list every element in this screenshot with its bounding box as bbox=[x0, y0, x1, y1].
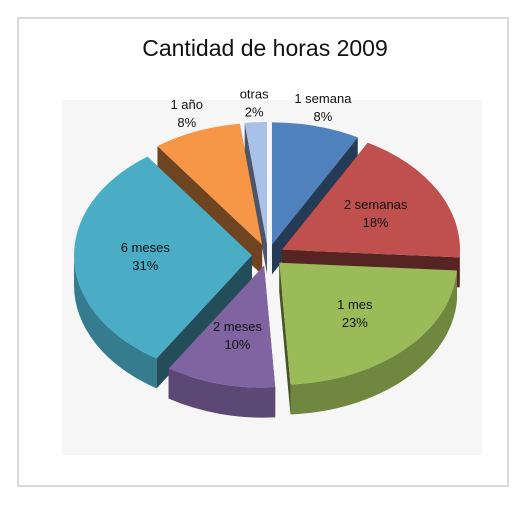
slice-value-label: 31% bbox=[132, 258, 158, 273]
chart-title: Cantidad de horas 2009 bbox=[142, 35, 388, 61]
slice-value-label: 18% bbox=[363, 215, 389, 230]
slice-label: 2 semanas bbox=[344, 197, 408, 212]
slice-value-label: 23% bbox=[342, 315, 368, 330]
slice-label: 2 meses bbox=[213, 319, 263, 334]
slice-value-label: 8% bbox=[177, 115, 196, 130]
slice-value-label: 2% bbox=[245, 104, 264, 119]
slice-value-label: 8% bbox=[313, 109, 332, 124]
slice-label: 6 meses bbox=[121, 240, 171, 255]
slice-label: otras bbox=[240, 86, 269, 101]
slice-label: 1 año bbox=[170, 97, 203, 112]
slice-value-label: 10% bbox=[224, 337, 250, 352]
slice-label: 1 semana bbox=[294, 91, 352, 106]
slice-label: 1 mes bbox=[337, 297, 373, 312]
